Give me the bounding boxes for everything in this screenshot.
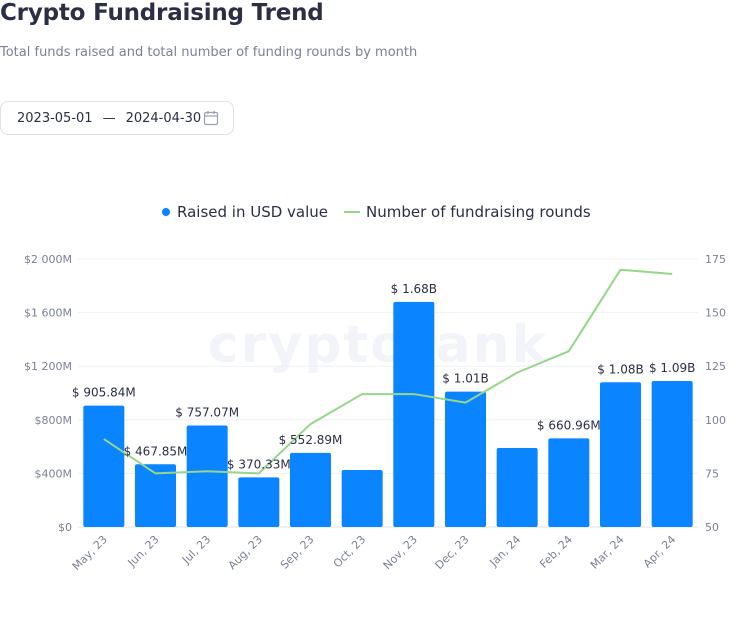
x-tick-label: Sep, 23 xyxy=(278,533,317,572)
page-title: Crypto Fundraising Trend xyxy=(0,0,324,26)
bar xyxy=(393,301,435,527)
x-tick-label: Dec, 23 xyxy=(433,533,472,572)
x-tick-label: Mar, 24 xyxy=(588,533,627,572)
bar xyxy=(548,438,590,527)
bar-data-label: $ 552.89M xyxy=(279,433,343,447)
end-date[interactable]: 2024-04-30 xyxy=(125,110,202,126)
x-tick-label: Feb, 24 xyxy=(537,533,575,571)
y-right-tick-label: 50 xyxy=(705,521,719,534)
legend-bar-marker xyxy=(162,208,170,216)
bar xyxy=(135,464,176,527)
x-tick-label: Jul, 23 xyxy=(179,533,213,567)
x-tick-label: Jan, 24 xyxy=(487,533,524,570)
bar-data-label: $ 1.01B xyxy=(442,372,488,386)
y-left-tick-label: $800M xyxy=(35,414,73,427)
watermark: cryptorank xyxy=(208,315,549,375)
legend-item-raised[interactable]: Raised in USD value xyxy=(177,203,328,221)
bar-data-label: $ 660.96M xyxy=(537,418,601,432)
x-tick-label: May, 23 xyxy=(70,533,110,573)
y-right-tick-label: 75 xyxy=(705,467,719,480)
x-tick-label: Aug, 23 xyxy=(226,533,265,572)
bar-data-label: $ 467.85M xyxy=(124,444,188,458)
bar-data-label: $ 1.68B xyxy=(391,282,437,296)
bar-data-label: $ 1.09B xyxy=(649,361,695,375)
bar-data-label: $ 1.08B xyxy=(597,362,643,376)
bar xyxy=(186,425,228,527)
y-left-tick-label: $1 600M xyxy=(24,307,72,320)
bar xyxy=(600,382,641,527)
bar xyxy=(290,452,331,527)
bar-data-label: $ 370.33M xyxy=(227,457,291,471)
x-tick-label: Nov, 23 xyxy=(381,533,420,572)
x-tick-label: Jun, 23 xyxy=(125,533,162,570)
legend-item-rounds[interactable]: Number of fundraising rounds xyxy=(366,203,591,221)
y-right-tick-label: 150 xyxy=(705,307,726,320)
start-date[interactable]: 2023-05-01 xyxy=(17,110,93,126)
y-right-tick-label: 100 xyxy=(705,414,726,427)
date-range-picker[interactable]: 2023-05-01 — 2024-04-30 xyxy=(0,101,234,135)
date-separator: — xyxy=(102,110,116,126)
bar-data-label: $ 757.07M xyxy=(175,406,239,420)
y-left-tick-label: $1 200M xyxy=(24,360,72,373)
y-right-tick-label: 125 xyxy=(705,360,726,373)
calendar-icon[interactable] xyxy=(203,110,219,126)
x-tick-label: Apr, 24 xyxy=(641,533,678,570)
bar xyxy=(651,380,693,527)
bar xyxy=(341,470,383,527)
y-left-tick-label: $0 xyxy=(58,521,72,534)
rounds-line xyxy=(103,268,673,475)
bar xyxy=(83,405,125,527)
y-left-tick-label: $2 000M xyxy=(24,253,72,266)
y-right-tick-label: 175 xyxy=(705,253,726,266)
page-subtitle: Total funds raised and total number of f… xyxy=(0,45,418,60)
bar-data-label: $ 905.84M xyxy=(72,386,136,400)
bar xyxy=(496,447,538,527)
bar xyxy=(445,391,486,527)
bar xyxy=(238,477,280,527)
y-left-tick-label: $400M xyxy=(35,467,73,480)
x-tick-label: Oct, 23 xyxy=(331,533,368,570)
